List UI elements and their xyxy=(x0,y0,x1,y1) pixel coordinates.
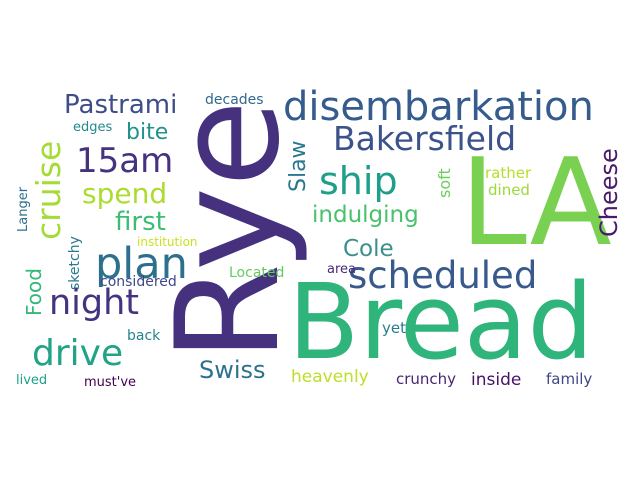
cloud-word-back: back xyxy=(127,328,161,344)
cloud-word-indulging: indulging xyxy=(312,202,419,228)
cloud-word-pastrami: Pastrami xyxy=(64,90,177,120)
cloud-word-cole: Cole xyxy=(343,236,394,262)
cloud-word-crunchy: crunchy xyxy=(396,370,456,388)
cloud-word-bakersfield: Bakersfield xyxy=(333,119,516,158)
cloud-word-disembarkation: disembarkation xyxy=(283,84,594,130)
cloud-word-langer: Langer xyxy=(16,186,31,232)
cloud-word-night: night xyxy=(49,283,139,323)
cloud-word-decades: decades xyxy=(205,92,264,108)
cloud-word-spend: spend xyxy=(82,177,167,210)
cloud-word-located: Located xyxy=(229,265,284,281)
cloud-word-edges: edges xyxy=(73,120,113,135)
cloud-word-sketchy: sketchy xyxy=(67,236,83,290)
cloud-word-bite: bite xyxy=(126,120,168,145)
cloud-word-cruise: cruise xyxy=(29,141,68,240)
cloud-word-scheduled: scheduled xyxy=(348,254,537,297)
cloud-word-swiss: Swiss xyxy=(199,356,266,384)
cloud-word-la: LA xyxy=(460,134,612,273)
cloud-word-considered: considered xyxy=(100,274,177,290)
cloud-word-inside: inside xyxy=(471,370,521,390)
cloud-word-area: area xyxy=(327,262,356,277)
cloud-word-institution: institution xyxy=(137,235,198,249)
cloud-word-family: family xyxy=(546,370,592,388)
cloud-word-rye: Rye xyxy=(146,100,311,362)
cloud-word-lived: lived xyxy=(16,373,47,388)
cloud-word-heavenly: heavenly xyxy=(291,367,369,387)
cloud-word-bread: Bread xyxy=(288,261,594,383)
cloud-word-rather: rather xyxy=(485,164,532,182)
cloud-word-cheese: Cheese xyxy=(595,148,623,237)
cloud-word-dined: dined xyxy=(488,181,530,199)
cloud-word-must-ve: must've xyxy=(84,375,136,390)
cloud-word-yet: yet xyxy=(382,319,406,337)
cloud-word-plan: plan xyxy=(95,239,188,289)
cloud-word-food: Food xyxy=(22,268,46,316)
cloud-word-15am: 15am xyxy=(76,141,173,181)
cloud-word-slaw: Slaw xyxy=(286,140,311,192)
cloud-word-first: first xyxy=(115,207,166,237)
cloud-word-drive: drive xyxy=(32,333,123,374)
cloud-word-ship: ship xyxy=(319,159,398,203)
cloud-word-soft: soft xyxy=(435,168,454,198)
